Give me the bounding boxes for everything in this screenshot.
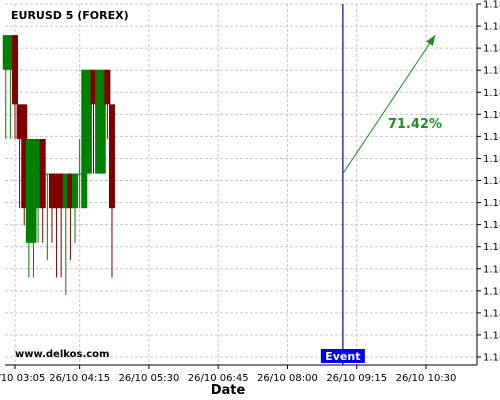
y-tick-label: 1.1833: [483, 220, 500, 231]
candle-body: [2, 35, 9, 70]
candle-body: [95, 69, 102, 174]
y-tick-label: 1.1831: [483, 308, 500, 319]
y-tick-label: 1.1834: [483, 176, 500, 187]
x-tick-label: 26/10 05:30: [119, 373, 180, 384]
candle-body: [58, 173, 65, 209]
candle-body: [25, 138, 32, 243]
candle-body: [35, 138, 42, 209]
candle: [62, 173, 69, 295]
candle-body: [44, 173, 51, 175]
candle: [35, 138, 42, 243]
candle-body: [7, 35, 14, 70]
candle-body: [76, 173, 83, 175]
y-tick-label: 1.1837: [483, 66, 500, 77]
y-tick-label: 1.1838: [483, 22, 500, 33]
projection-percent-label: 71.42%: [388, 117, 442, 132]
candle: [39, 138, 46, 243]
candle: [81, 69, 88, 209]
candle-body: [48, 173, 55, 209]
candle: [104, 69, 111, 139]
candle: [21, 104, 28, 226]
candle-body: [53, 173, 60, 209]
y-tick-label: 1.1835: [483, 154, 500, 165]
y-tick-label: 1.1839: [483, 0, 500, 11]
candle: [76, 138, 83, 209]
candle-body: [90, 69, 97, 105]
candle: [12, 35, 18, 139]
x-tick-label: 26/10 10:30: [396, 373, 457, 384]
y-tick-label: 1.1836: [483, 132, 500, 143]
event-badge-label[interactable]: Event: [325, 350, 360, 363]
candle: [2, 35, 9, 139]
candle-body: [85, 69, 92, 174]
candle: [67, 173, 74, 261]
candle-body: [62, 173, 69, 209]
candle: [85, 69, 92, 174]
candle-body: [99, 69, 106, 174]
x-tick-label: 26/10 08:00: [257, 373, 318, 384]
y-tick-label: 1.1837: [483, 88, 500, 99]
candle: [16, 104, 23, 209]
arrow-head-icon: [426, 35, 436, 46]
candle: [58, 173, 65, 278]
candle: [25, 138, 32, 278]
candle-body: [21, 104, 28, 209]
x-tick-label: 26/10 06:45: [188, 373, 249, 384]
y-tick-label: 1.1833: [483, 242, 500, 253]
x-axis: 26/10 03:05 26/10 04:15 26/10 05:30 26/10 0…: [0, 365, 456, 384]
candle-body: [104, 69, 111, 105]
y-tick-label: 1.1836: [483, 110, 500, 121]
candle: [95, 69, 102, 174]
event-badge[interactable]: [320, 349, 365, 363]
x-tick-label: 26/10 09:15: [326, 373, 387, 384]
candle: [72, 173, 79, 243]
y-tick-label: 1.1830: [483, 330, 500, 341]
projection-arrow: [342, 34, 436, 174]
candle-body: [108, 104, 115, 209]
candle-body: [30, 138, 37, 243]
candle-body: [16, 104, 23, 139]
chart-title: EURUSD 5 (FOREX): [11, 9, 129, 22]
y-tick-label: 1.1832: [483, 264, 500, 275]
candle: [44, 173, 51, 261]
candle-body: [12, 35, 18, 105]
candle: [7, 35, 14, 139]
candle-body: [81, 69, 88, 209]
candle-body: [67, 173, 74, 209]
candle: [99, 69, 106, 174]
candles: [2, 35, 115, 295]
x-tick-label: 26/10 03:05: [0, 373, 45, 384]
candle: [48, 173, 55, 243]
candle: [53, 173, 60, 278]
candle: [108, 104, 115, 278]
grid: [5, 3, 477, 365]
candle: [30, 138, 37, 278]
y-tick-label: 1.1838: [483, 44, 500, 55]
candle-body: [72, 173, 79, 209]
y-axis: 1.1829 1.1830 1.1831 1.1831 1.1832 1.1833 1.18…: [477, 0, 500, 364]
y-tick-label: 1.1834: [483, 198, 500, 209]
x-tick-label: 26/10 04:15: [49, 373, 110, 384]
y-tick-label: 1.1831: [483, 286, 500, 297]
x-axis-label: Date: [211, 383, 246, 398]
y-tick-label: 1.1829: [483, 353, 500, 364]
candle-body: [39, 138, 46, 209]
watermark: www.delkos.com: [15, 349, 109, 360]
candle: [90, 69, 97, 174]
